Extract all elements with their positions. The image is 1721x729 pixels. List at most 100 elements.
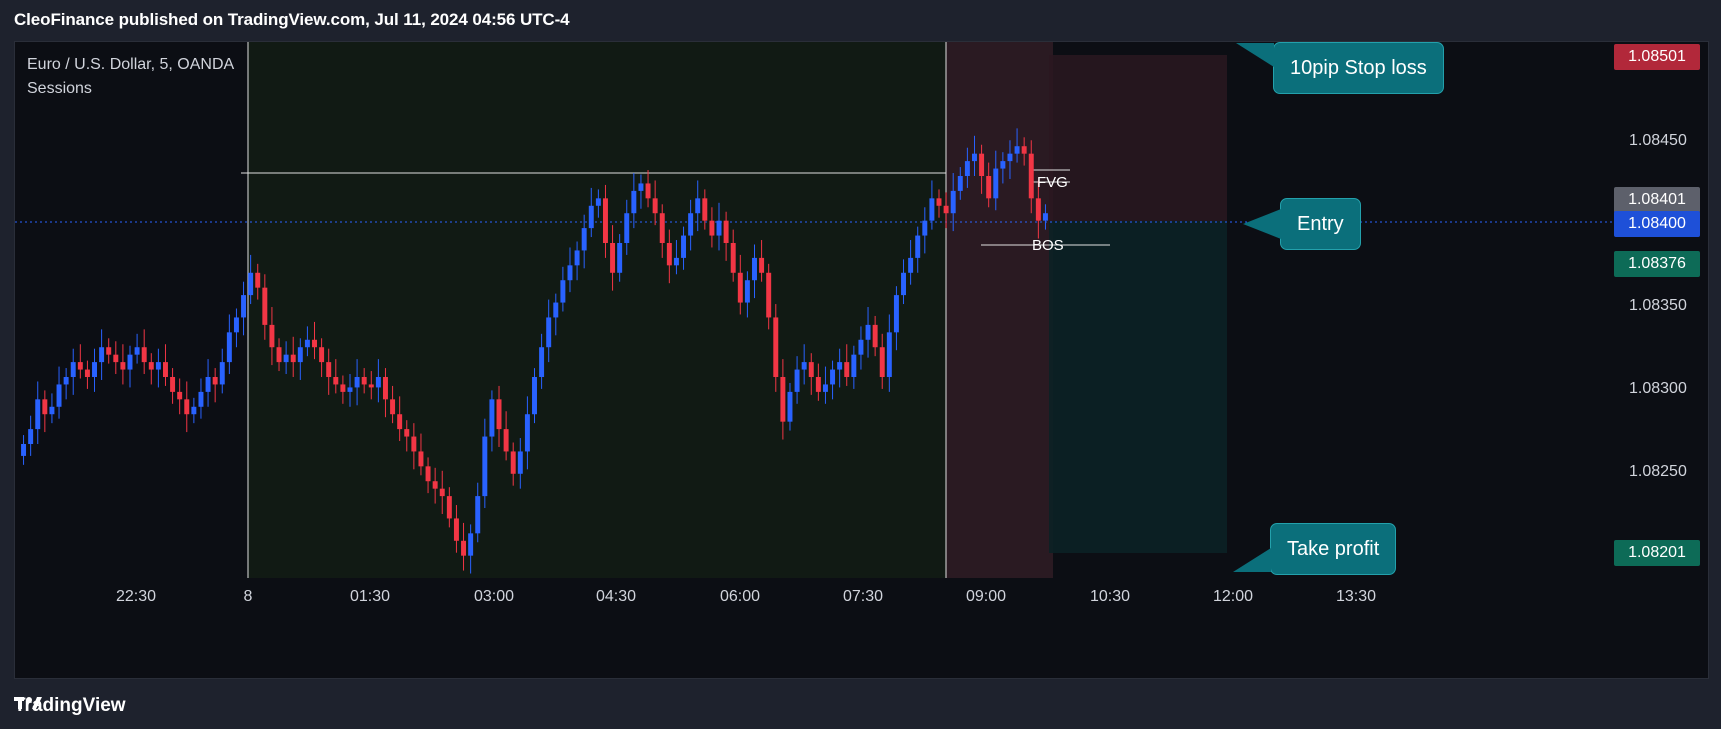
candle-up[interactable]: [546, 317, 552, 348]
candle-up[interactable]: [35, 399, 41, 430]
candle-up[interactable]: [99, 347, 105, 363]
candle-up[interactable]: [617, 243, 623, 273]
candle-down[interactable]: [737, 272, 743, 303]
candle-up[interactable]: [28, 429, 34, 444]
candle-down[interactable]: [453, 518, 459, 541]
candle-up[interactable]: [716, 220, 722, 236]
candle-up[interactable]: [489, 399, 495, 437]
candle-up[interactable]: [468, 533, 474, 556]
candle-up[interactable]: [830, 369, 836, 385]
candle-down[interactable]: [184, 399, 190, 415]
candle-down[interactable]: [113, 354, 119, 363]
candle-up[interactable]: [49, 406, 55, 415]
candle-up[interactable]: [1014, 146, 1020, 154]
candle-up[interactable]: [241, 295, 247, 318]
candle-down[interactable]: [1021, 146, 1027, 154]
candle-down[interactable]: [702, 198, 708, 221]
candle-up[interactable]: [957, 176, 963, 191]
candle-down[interactable]: [872, 324, 878, 348]
candle-down[interactable]: [170, 377, 176, 392]
candle-up[interactable]: [553, 302, 559, 318]
candle-down[interactable]: [808, 362, 814, 377]
candle-up[interactable]: [354, 377, 360, 388]
candle-up[interactable]: [304, 339, 310, 348]
candle-up[interactable]: [929, 198, 935, 221]
candle-down[interactable]: [730, 243, 736, 273]
candle-up[interactable]: [893, 295, 899, 333]
candle-down[interactable]: [943, 205, 949, 214]
candle-up[interactable]: [822, 384, 828, 392]
candle-up[interactable]: [134, 347, 140, 355]
candle-up[interactable]: [801, 362, 807, 370]
candle-down[interactable]: [936, 198, 942, 206]
candle-up[interactable]: [1000, 161, 1006, 169]
candle-up[interactable]: [205, 377, 211, 392]
candle-up[interactable]: [865, 324, 871, 340]
candle-up[interactable]: [21, 444, 27, 456]
candle-down[interactable]: [340, 384, 346, 392]
candle-down[interactable]: [773, 317, 779, 377]
candle-down[interactable]: [120, 362, 126, 370]
candle-down[interactable]: [709, 220, 715, 236]
candle-up[interactable]: [595, 198, 601, 206]
take-profit-callout[interactable]: Take profit: [1232, 523, 1397, 575]
candle-up[interactable]: [233, 317, 239, 333]
candle-up[interactable]: [248, 272, 254, 296]
candle-down[interactable]: [326, 362, 332, 377]
price-chart[interactable]: [15, 42, 1708, 678]
candle-down[interactable]: [461, 540, 467, 556]
candle-up[interactable]: [347, 387, 353, 392]
candle-up[interactable]: [219, 362, 225, 385]
candle-down[interactable]: [425, 466, 431, 482]
entry-callout[interactable]: Entry: [1243, 198, 1361, 250]
candle-down[interactable]: [276, 347, 282, 363]
candle-up[interactable]: [532, 377, 537, 415]
candle-down[interactable]: [77, 362, 83, 370]
candle-down[interactable]: [610, 243, 616, 273]
candle-up[interactable]: [681, 235, 687, 258]
candle-up[interactable]: [752, 257, 757, 281]
candle-down[interactable]: [312, 339, 317, 348]
candle-down[interactable]: [645, 183, 651, 199]
candle-down[interactable]: [269, 324, 275, 348]
candle-down[interactable]: [212, 377, 218, 385]
candle-down[interactable]: [84, 369, 90, 377]
candle-down[interactable]: [510, 451, 516, 474]
candle-up[interactable]: [950, 190, 956, 214]
candle-down[interactable]: [652, 198, 658, 214]
candle-up[interactable]: [567, 265, 573, 281]
candle-up[interactable]: [375, 377, 381, 388]
candle-down[interactable]: [148, 362, 154, 370]
candle-down[interactable]: [979, 153, 985, 176]
stop-loss-callout[interactable]: 10pip Stop loss: [1236, 42, 1444, 94]
candle-down[interactable]: [602, 198, 608, 243]
candle-down[interactable]: [759, 257, 765, 273]
candle-up[interactable]: [198, 391, 204, 407]
candle-down[interactable]: [162, 362, 168, 377]
candle-up[interactable]: [964, 161, 970, 176]
candle-down[interactable]: [404, 429, 410, 437]
candle-up[interactable]: [56, 384, 62, 407]
candle-up[interactable]: [638, 183, 644, 191]
candle-up[interactable]: [475, 496, 481, 534]
candle-up[interactable]: [191, 406, 197, 415]
candle-down[interactable]: [503, 429, 509, 452]
candle-down[interactable]: [1028, 153, 1034, 199]
candle-up[interactable]: [539, 347, 545, 377]
candle-up[interactable]: [574, 250, 580, 266]
candle-down[interactable]: [397, 414, 403, 430]
candle-up[interactable]: [588, 205, 594, 229]
candle-down[interactable]: [723, 220, 729, 243]
candle-up[interactable]: [524, 414, 530, 452]
candle-down[interactable]: [879, 347, 885, 377]
candle-up[interactable]: [688, 213, 694, 236]
candle-down[interactable]: [439, 488, 445, 497]
candle-down[interactable]: [432, 481, 438, 489]
candle-down[interactable]: [319, 347, 325, 363]
candle-up[interactable]: [482, 436, 488, 497]
candle-up[interactable]: [744, 280, 750, 303]
candle-up[interactable]: [92, 362, 97, 377]
candle-down[interactable]: [659, 213, 665, 243]
candle-up[interactable]: [922, 220, 928, 236]
candle-up[interactable]: [787, 391, 793, 422]
